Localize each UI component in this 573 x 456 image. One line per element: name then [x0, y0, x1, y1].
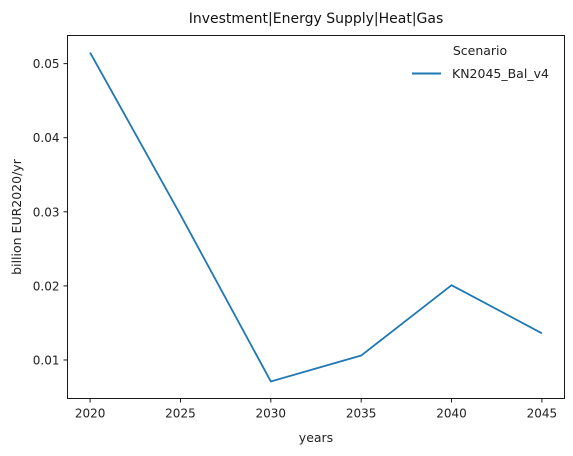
y-axis: 0.01 0.02 0.03 0.04 0.05 — [33, 57, 68, 367]
y-tick-label: 0.01 — [33, 353, 60, 367]
plot-area — [67, 35, 565, 399]
series-line — [89, 52, 543, 383]
x-tick-label: 2045 — [527, 407, 558, 421]
x-tick-label: 2040 — [436, 407, 467, 421]
series-layer — [89, 52, 543, 383]
x-axis-label: years — [299, 430, 333, 445]
y-tick-label: 0.05 — [33, 57, 60, 71]
y-axis-label: billion EUR2020/yr — [9, 158, 24, 275]
y-tick-label: 0.02 — [33, 279, 60, 293]
y-tick-label: 0.04 — [33, 131, 60, 145]
x-axis: 2020 2025 2030 2035 2040 2045 — [75, 398, 558, 421]
chart-title: Investment|Energy Supply|Heat|Gas — [189, 11, 444, 27]
x-tick-label: 2020 — [75, 407, 106, 421]
x-tick-label: 2035 — [346, 407, 377, 421]
legend-title: Scenario — [453, 43, 507, 58]
legend: Scenario KN2045_Bal_v4 — [412, 43, 549, 81]
legend-label: KN2045_Bal_v4 — [452, 66, 549, 81]
x-tick-label: 2030 — [256, 407, 287, 421]
x-tick-label: 2025 — [165, 407, 196, 421]
y-tick-label: 0.03 — [33, 205, 60, 219]
